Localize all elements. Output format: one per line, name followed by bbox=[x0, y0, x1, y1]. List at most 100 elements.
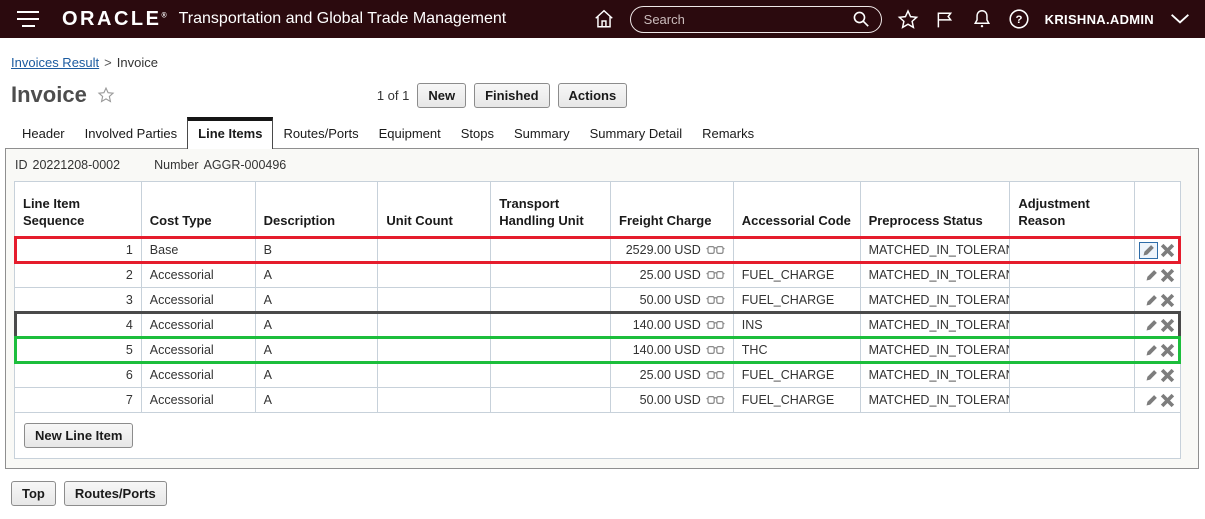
cell-unit-count bbox=[377, 363, 490, 387]
tab-stops[interactable]: Stops bbox=[460, 126, 494, 141]
page-title: Invoice bbox=[11, 82, 87, 107]
currency-detail-glasses-icon[interactable] bbox=[706, 394, 725, 406]
delete-x-icon[interactable] bbox=[1160, 318, 1175, 333]
cell-freight-charge: 25.00 USD bbox=[610, 363, 733, 387]
cell-preprocess-status: MATCHED_IN_TOLERANCE bbox=[859, 313, 1009, 337]
col-accessorial-code: Accessorial Code bbox=[732, 182, 860, 237]
breadcrumb-link-invoices-result[interactable]: Invoices Result bbox=[11, 55, 100, 70]
freight-amount: 2529.00 USD bbox=[625, 243, 701, 257]
cell-sequence: 2 bbox=[125, 268, 133, 282]
home-icon[interactable] bbox=[593, 8, 615, 30]
favorites-star-icon[interactable] bbox=[897, 8, 919, 30]
delete-x-icon[interactable] bbox=[1160, 268, 1175, 283]
cell-unit-count bbox=[377, 313, 490, 337]
edit-pencil-icon[interactable] bbox=[1145, 294, 1158, 307]
actions-button[interactable]: Actions bbox=[557, 82, 628, 108]
cell-accessorial-code bbox=[732, 238, 860, 262]
tab-equipment[interactable]: Equipment bbox=[378, 126, 441, 141]
cell-actions bbox=[1134, 338, 1180, 362]
col-line-item-sequence: Line Item Sequence bbox=[23, 196, 85, 229]
search-input[interactable] bbox=[643, 11, 850, 27]
tab-header[interactable]: Header bbox=[22, 126, 65, 141]
delete-x-icon[interactable] bbox=[1160, 368, 1175, 383]
cell-actions bbox=[1134, 263, 1180, 287]
breadcrumb: Invoices Result > Invoice bbox=[11, 55, 1205, 70]
cell-description: A bbox=[254, 288, 378, 312]
cell-adjustment-reason bbox=[1009, 363, 1134, 387]
cell-actions bbox=[1134, 363, 1180, 387]
cell-cost-type: Accessorial bbox=[140, 288, 255, 312]
breadcrumb-current: Invoice bbox=[116, 55, 158, 70]
edit-pencil-icon[interactable] bbox=[1145, 394, 1158, 407]
search-box[interactable] bbox=[629, 5, 882, 33]
delete-x-icon[interactable] bbox=[1160, 243, 1175, 258]
cell-cost-type: Accessorial bbox=[140, 263, 255, 287]
cell-accessorial-code: THC bbox=[732, 338, 860, 362]
currency-detail-glasses-icon[interactable] bbox=[706, 294, 725, 306]
cell-transport-handling-unit bbox=[490, 363, 610, 387]
registered-mark: ® bbox=[161, 11, 167, 19]
delete-x-icon[interactable] bbox=[1160, 293, 1175, 308]
currency-detail-glasses-icon[interactable] bbox=[706, 244, 725, 256]
top-bar: ORACLE® Transportation and Global Trade … bbox=[0, 0, 1205, 38]
record-summary: ID 20221208-0002 Number AGGR-000496 bbox=[6, 149, 1198, 172]
cell-sequence: 5 bbox=[125, 343, 133, 357]
cell-unit-count bbox=[377, 238, 490, 262]
tab-summary-detail[interactable]: Summary Detail bbox=[589, 126, 683, 141]
cell-unit-count bbox=[377, 388, 490, 412]
table-row: 4 Accessorial A 140.00 USD INS MATCHED_I… bbox=[14, 311, 1181, 339]
edit-pencil-icon[interactable] bbox=[1145, 319, 1158, 332]
cell-sequence: 3 bbox=[125, 293, 133, 307]
oracle-logo: ORACLE® bbox=[62, 7, 167, 30]
line-items-table: Line Item Sequence Cost Type Description… bbox=[14, 181, 1181, 459]
cell-freight-charge: 50.00 USD bbox=[610, 388, 733, 412]
col-description: Description bbox=[254, 182, 378, 237]
chevron-down-icon[interactable] bbox=[1169, 8, 1191, 30]
cell-description: A bbox=[254, 313, 378, 337]
search-icon[interactable] bbox=[850, 8, 872, 30]
finished-button[interactable]: Finished bbox=[474, 82, 550, 108]
col-freight-charge: Freight Charge bbox=[610, 182, 733, 237]
cell-preprocess-status: MATCHED_IN_TOLERANCE bbox=[859, 288, 1009, 312]
cell-accessorial-code: FUEL_CHARGE bbox=[732, 363, 860, 387]
cell-preprocess-status: MATCHED_IN_TOLERANCE bbox=[859, 238, 1009, 262]
line-items-panel: ID 20221208-0002 Number AGGR-000496 Line I… bbox=[5, 148, 1199, 469]
cell-actions bbox=[1134, 288, 1180, 312]
tab-remarks[interactable]: Remarks bbox=[702, 126, 755, 141]
notifications-bell-icon[interactable] bbox=[971, 8, 993, 30]
tab-line-items[interactable]: Line Items bbox=[187, 117, 274, 149]
col-actions bbox=[1134, 182, 1180, 237]
table-row: 6 Accessorial A 25.00 USD FUEL_CHARGE MA… bbox=[15, 362, 1180, 387]
favorite-star-icon[interactable] bbox=[97, 86, 115, 104]
cell-accessorial-code: INS bbox=[732, 313, 860, 337]
routes-ports-button[interactable]: Routes/Ports bbox=[63, 481, 167, 506]
edit-pencil-icon[interactable] bbox=[1145, 269, 1158, 282]
currency-detail-glasses-icon[interactable] bbox=[706, 344, 725, 356]
new-line-item-button[interactable]: New Line Item bbox=[24, 423, 134, 448]
top-button[interactable]: Top bbox=[11, 481, 56, 506]
edit-pencil-icon[interactable] bbox=[1145, 344, 1158, 357]
svg-text:?: ? bbox=[1015, 14, 1022, 26]
currency-detail-glasses-icon[interactable] bbox=[706, 269, 725, 281]
new-button[interactable]: New bbox=[417, 82, 467, 108]
user-menu[interactable]: KRISHNA.ADMIN bbox=[1044, 11, 1154, 27]
menu-icon[interactable] bbox=[16, 11, 40, 27]
flag-icon[interactable] bbox=[934, 8, 956, 30]
cell-adjustment-reason bbox=[1009, 338, 1134, 362]
edit-pencil-icon[interactable] bbox=[1139, 241, 1159, 259]
cell-transport-handling-unit bbox=[490, 338, 610, 362]
currency-detail-glasses-icon[interactable] bbox=[706, 369, 725, 381]
tab-routes-ports[interactable]: Routes/Ports bbox=[283, 126, 359, 141]
tab-summary[interactable]: Summary bbox=[514, 126, 570, 141]
tab-involved-parties[interactable]: Involved Parties bbox=[84, 126, 178, 141]
title-row: Invoice 1 of 1 New Finished Actions bbox=[11, 81, 1205, 109]
cell-description: A bbox=[254, 388, 378, 412]
delete-x-icon[interactable] bbox=[1160, 393, 1175, 408]
table-header-row: Line Item Sequence Cost Type Description… bbox=[15, 182, 1180, 237]
currency-detail-glasses-icon[interactable] bbox=[706, 319, 725, 331]
edit-pencil-icon[interactable] bbox=[1145, 369, 1158, 382]
cell-adjustment-reason bbox=[1009, 288, 1134, 312]
help-icon[interactable]: ? bbox=[1008, 8, 1030, 30]
delete-x-icon[interactable] bbox=[1160, 343, 1175, 358]
freight-amount: 50.00 USD bbox=[639, 293, 701, 307]
